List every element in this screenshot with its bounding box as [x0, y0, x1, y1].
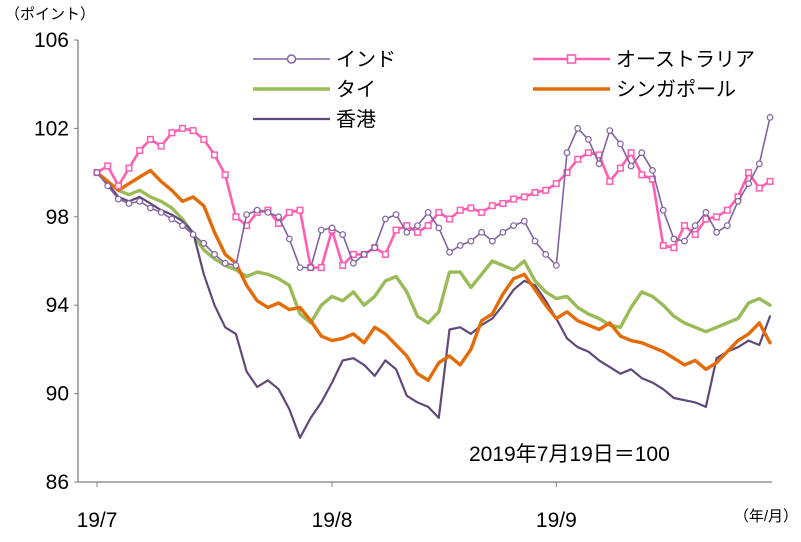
- baseline-annotation: 2019年7月19日＝100: [469, 443, 670, 466]
- legend-item-australia: オーストラリア: [533, 49, 755, 71]
- legend-item-hongkong: 香港: [253, 108, 376, 131]
- y-tick-label: 106: [34, 29, 69, 52]
- series-line-india: [96, 116, 771, 269]
- x-tick-label: 19/8: [312, 509, 353, 532]
- x-axis-unit-label: （年/月）: [734, 508, 798, 525]
- series-line-thailand: [95, 170, 772, 334]
- legend-label-thailand: タイ: [336, 78, 376, 101]
- legend-label-singapore: シンガポール: [616, 78, 736, 101]
- series-line-australia: [95, 127, 772, 269]
- y-tick-label: 90: [46, 383, 69, 406]
- series-markers-india: [93, 113, 774, 272]
- y-tick-label: 86: [46, 471, 69, 494]
- y-tick-label: 94: [46, 294, 70, 317]
- series-line-hongkong: [95, 171, 772, 439]
- x-tick-label: 19/9: [536, 509, 577, 532]
- y-tick-label: 102: [34, 117, 69, 140]
- legend-item-thailand: タイ: [253, 78, 376, 101]
- series-line-singapore: [95, 168, 772, 382]
- plot-area: 86 90 94 98 102 106 19/7 19/8 19/9: [34, 29, 774, 532]
- legend-label-australia: オーストラリア: [616, 49, 755, 71]
- legend-item-singapore: シンガポール: [533, 78, 736, 101]
- legend-label-india: インド: [336, 49, 396, 71]
- legend-label-hongkong: 香港: [336, 108, 376, 131]
- y-axis-unit-label: （ポイント）: [5, 6, 95, 23]
- legend-marker-australia: [566, 54, 577, 64]
- legend-item-india: インド: [253, 49, 396, 71]
- y-tick-label: 98: [46, 206, 69, 229]
- x-tick-label: 19/7: [77, 509, 118, 532]
- legend-marker-india: [286, 54, 297, 64]
